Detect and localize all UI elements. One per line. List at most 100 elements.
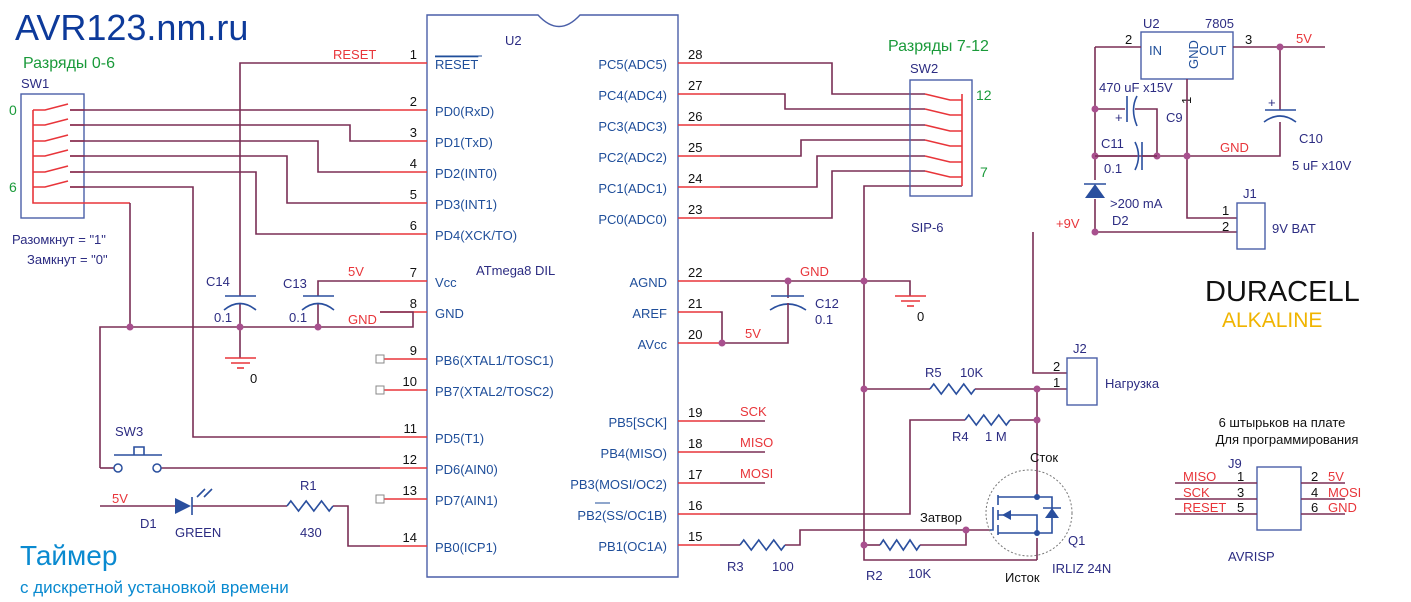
- r4-value: 1 M: [985, 429, 1007, 444]
- sw1-label-top: 0: [9, 102, 17, 118]
- j9-left-num: 1: [1237, 469, 1244, 484]
- sw2-switch-2[interactable]: [924, 124, 962, 132]
- r5-value: 10K: [960, 365, 983, 380]
- pin-number: 20: [688, 327, 702, 342]
- connector-j1-battery[interactable]: J1 1 2 9V BAT: [1222, 186, 1316, 250]
- pin-name: PD6(AIN0): [435, 462, 498, 477]
- pin-name: RESET: [435, 57, 478, 72]
- pin-name: PB0(ICP1): [435, 540, 497, 555]
- pin-name: PD5(T1): [435, 431, 484, 446]
- j9-left-num: 3: [1237, 485, 1244, 500]
- capacitor-c13: C13 0.1: [283, 276, 335, 325]
- pin-name: AGND: [629, 275, 667, 290]
- pin-number: 1: [410, 47, 417, 62]
- capacitor-c14: C14 0.1: [206, 274, 257, 325]
- pin-number: 16: [688, 498, 702, 513]
- resistor-r2: R2 10K: [866, 538, 931, 583]
- q1-source-label: Исток: [1005, 570, 1040, 585]
- j9-right-net: 5V: [1328, 469, 1344, 484]
- pin-name: PC2(ADC2): [598, 150, 667, 165]
- c11-ref: C11: [1101, 136, 1124, 151]
- pin-name: PD0(RxD): [435, 104, 494, 119]
- sw2-switch-3[interactable]: [924, 139, 962, 147]
- r1-value: 430: [300, 525, 322, 540]
- sw1-note-open: Разомкнут = "1": [12, 232, 106, 247]
- d2-ref: D2: [1112, 213, 1129, 228]
- power-wires: 5V GND +9V: [1056, 31, 1325, 236]
- j2-label: Нагрузка: [1105, 376, 1160, 391]
- sw2-dip-switch[interactable]: Разряды 7-12 SW2 12 7 SIP-6: [888, 38, 992, 235]
- mcu-atmega8: U2 ATmega8 DIL 1 RESET 2 PD0(RxD) 3 PD1(TxD) 4…: [380, 14, 720, 578]
- d1-ref: D1: [140, 516, 157, 531]
- net-5v-vcc: 5V: [348, 264, 364, 279]
- sw3-ref: SW3: [115, 424, 143, 439]
- ground-ref-right: 0: [917, 309, 924, 324]
- c10-plus-icon: +: [1268, 95, 1276, 110]
- diode-d2: >200 mA D2: [1084, 183, 1163, 228]
- sw2-ref: SW2: [910, 61, 938, 76]
- sw2-switch-1[interactable]: [924, 108, 962, 116]
- capacitor-c10: + C10 5 uF x10V: [1263, 95, 1352, 173]
- r5-ref: R5: [925, 365, 942, 380]
- pin-number: 2: [410, 94, 417, 109]
- battery-brand: DURACELL ALKALINE: [1205, 276, 1360, 332]
- sw2-switch-4[interactable]: [924, 155, 962, 163]
- pin-number: 21: [688, 296, 702, 311]
- ground-symbol-right: 0: [895, 295, 926, 324]
- footer-title: Таймер: [20, 540, 117, 571]
- pin-number: 12: [403, 452, 417, 467]
- sw2-switch-5[interactable]: [924, 170, 962, 178]
- pin-number: 10: [403, 374, 417, 389]
- net-gnd-agnd: GND: [800, 264, 829, 279]
- pin-name: AREF: [632, 306, 667, 321]
- pin-number: 5: [410, 187, 417, 202]
- reg-part: 7805: [1205, 16, 1234, 31]
- j9-left-net: SCK: [1183, 485, 1210, 500]
- pin-number: 14: [403, 530, 417, 545]
- r3-value: 100: [772, 559, 794, 574]
- pin-number: 28: [688, 47, 702, 62]
- j9-ref: J9: [1228, 456, 1242, 471]
- j9-left-net: RESET: [1183, 500, 1226, 515]
- pin-number: 7: [410, 265, 417, 280]
- net-5v-led: 5V: [112, 491, 128, 506]
- j2-pin1: 1: [1053, 375, 1060, 390]
- j9-right-num: 6: [1311, 500, 1318, 515]
- footer-subtitle: с дискретной установкой времени: [20, 578, 289, 597]
- pin-name: PD1(TxD): [435, 135, 493, 150]
- capacitor-c9: 470 uF x15V C9 +: [1099, 80, 1183, 127]
- pin-name: PC1(ADC1): [598, 181, 667, 196]
- sw1-group-label: Разряды 0-6: [23, 55, 115, 72]
- resistor-zigzag: [964, 413, 1011, 427]
- sw2-package: SIP-6: [911, 220, 944, 235]
- connector-j9-avrisp[interactable]: 6 штырьков на плате Для программирования…: [1175, 415, 1361, 564]
- j9-right-net: GND: [1328, 500, 1357, 515]
- net-9v: +9V: [1056, 216, 1080, 231]
- sw3-pushbutton[interactable]: SW3: [113, 424, 162, 473]
- j9-note1: 6 штырьков на плате: [1219, 415, 1346, 430]
- d2-value: >200 mA: [1110, 196, 1163, 211]
- net-5v-avcc: 5V: [745, 326, 761, 341]
- reg-gnd: GND: [1186, 40, 1201, 69]
- reg-ref: U2: [1143, 16, 1160, 31]
- resistor-zigzag: [739, 538, 786, 552]
- c13-value: 0.1: [289, 310, 307, 325]
- battery-brand-name: DURACELL: [1205, 276, 1360, 308]
- net-mosi: MOSI: [740, 466, 773, 481]
- connector-j2-load[interactable]: J2 2 1 Нагрузка: [1053, 341, 1160, 406]
- right-wires: GND 5V SCK MISO MOSI: [718, 62, 1067, 561]
- led-d1: 5V D1 GREEN: [112, 488, 221, 540]
- pin-number: 25: [688, 140, 702, 155]
- c10-ref: C10: [1299, 131, 1323, 146]
- mcu-ref: U2: [505, 33, 522, 48]
- net-sck: SCK: [740, 404, 767, 419]
- pin-number: 17: [688, 467, 702, 482]
- q1-part: IRLIZ 24N: [1052, 561, 1111, 576]
- sw1-label-bottom: 6: [9, 179, 17, 195]
- pin-name: Vcc: [435, 275, 457, 290]
- j9-right-net: MOSI: [1328, 485, 1361, 500]
- ground-ref-left: 0: [250, 371, 257, 386]
- reg-in: IN: [1149, 43, 1162, 58]
- c12-ref: C12: [815, 296, 839, 311]
- sw2-switch-0[interactable]: [924, 93, 962, 101]
